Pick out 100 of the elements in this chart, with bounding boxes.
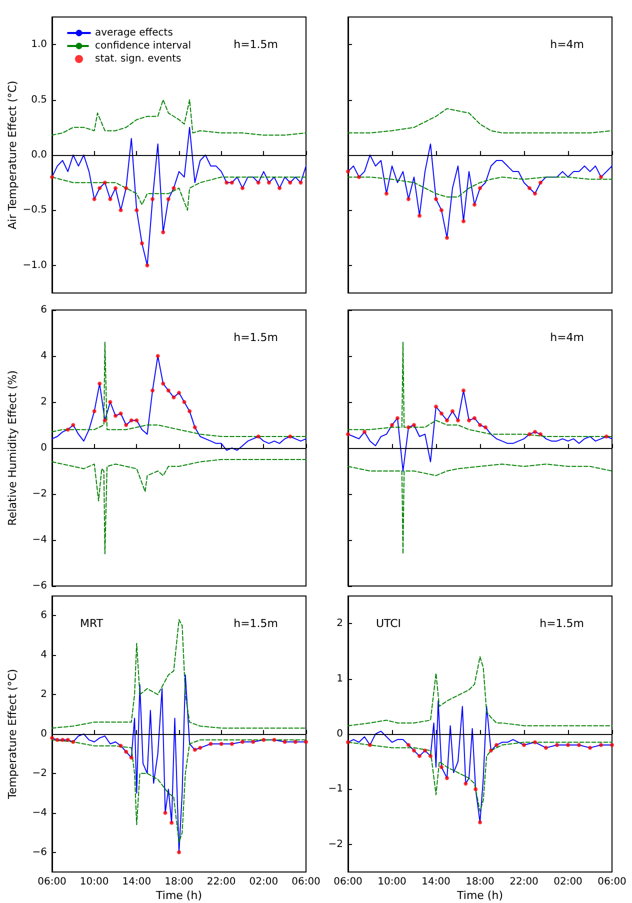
point	[256, 434, 260, 438]
y-tick-label: −6	[32, 580, 47, 592]
point	[118, 412, 123, 416]
point	[230, 742, 234, 746]
point	[192, 425, 197, 430]
point	[474, 787, 478, 792]
legend-label: confidence interval	[95, 40, 192, 52]
line-series	[52, 674, 306, 853]
point	[464, 782, 468, 786]
y-tick-label: 1.0	[31, 39, 47, 50]
y-axis-title: Temperature Effect (°C)	[6, 668, 19, 800]
y-tick-label: −1	[328, 784, 343, 795]
y-tick-label: 1	[336, 673, 343, 684]
point	[538, 432, 542, 436]
point	[188, 409, 192, 414]
point	[445, 776, 449, 780]
line-series	[52, 459, 306, 554]
point	[166, 197, 170, 202]
point	[528, 186, 532, 190]
point	[282, 740, 287, 744]
point	[533, 430, 537, 434]
point	[134, 208, 139, 212]
point	[140, 241, 144, 246]
point	[522, 743, 526, 748]
point	[418, 214, 422, 218]
point	[467, 418, 471, 422]
x-tick-label: 18:00	[164, 876, 194, 888]
point	[251, 740, 256, 744]
point	[445, 418, 449, 422]
point	[71, 740, 76, 744]
point	[92, 197, 96, 202]
point	[418, 754, 422, 758]
point	[440, 412, 444, 416]
point	[472, 202, 476, 207]
point	[494, 743, 498, 748]
point	[440, 765, 444, 770]
annotation: h=1.5m	[234, 331, 278, 344]
point	[489, 748, 493, 753]
point	[478, 423, 482, 427]
x-tick-label: 06:00	[598, 876, 626, 888]
point	[230, 180, 234, 185]
x-tick-label: 02:00	[249, 876, 278, 888]
y-tick-label: 2	[336, 618, 343, 630]
point	[156, 354, 160, 358]
point	[472, 416, 476, 420]
x-tick-label: 02:00	[554, 876, 582, 888]
point	[604, 434, 608, 438]
point	[240, 186, 244, 190]
point	[362, 430, 366, 434]
point	[450, 409, 454, 414]
y-tick-label: 4	[40, 650, 47, 661]
annotation: h=4m	[550, 331, 584, 344]
point	[346, 432, 350, 436]
y-tick-label: −1.0	[22, 260, 47, 271]
point	[293, 740, 298, 744]
legend-label: average effects	[95, 28, 173, 38]
point	[92, 409, 96, 414]
annotation: h=1.5m	[540, 617, 584, 630]
point	[462, 219, 466, 224]
y-tick-label: −2	[328, 838, 343, 850]
point	[346, 170, 350, 174]
y-tick-label: 0	[336, 728, 343, 740]
point	[610, 743, 614, 748]
x-tick-label: 06:00	[38, 876, 66, 888]
point	[98, 382, 102, 386]
point	[278, 186, 282, 190]
point	[172, 186, 176, 190]
y-tick-label: −0.5	[22, 204, 47, 216]
point	[66, 428, 70, 432]
point	[129, 418, 134, 422]
point	[198, 746, 202, 750]
annotation: h=1.5m	[234, 617, 278, 630]
line-series	[52, 342, 306, 437]
point	[124, 750, 128, 754]
point	[440, 208, 444, 212]
point	[172, 395, 176, 400]
point	[288, 434, 292, 438]
point	[161, 382, 166, 386]
point	[134, 418, 139, 422]
point	[396, 416, 400, 420]
y-tick-label: −2	[32, 768, 47, 779]
x-tick-label: 22:00	[510, 876, 538, 888]
point	[412, 423, 416, 427]
point	[566, 743, 570, 748]
y-tick-label: −4	[32, 807, 47, 818]
point	[118, 744, 123, 748]
point	[118, 208, 123, 212]
point	[145, 263, 150, 268]
point	[150, 197, 155, 202]
legend-label: stat. sign. events	[95, 54, 182, 64]
point	[384, 192, 388, 196]
point	[406, 743, 410, 748]
point	[102, 418, 107, 422]
point	[528, 432, 532, 436]
point	[219, 742, 224, 746]
point	[288, 180, 292, 185]
point	[50, 736, 54, 740]
y-tick-label: −2	[32, 488, 47, 500]
annotation: h=4m	[550, 38, 584, 51]
point	[66, 738, 70, 742]
